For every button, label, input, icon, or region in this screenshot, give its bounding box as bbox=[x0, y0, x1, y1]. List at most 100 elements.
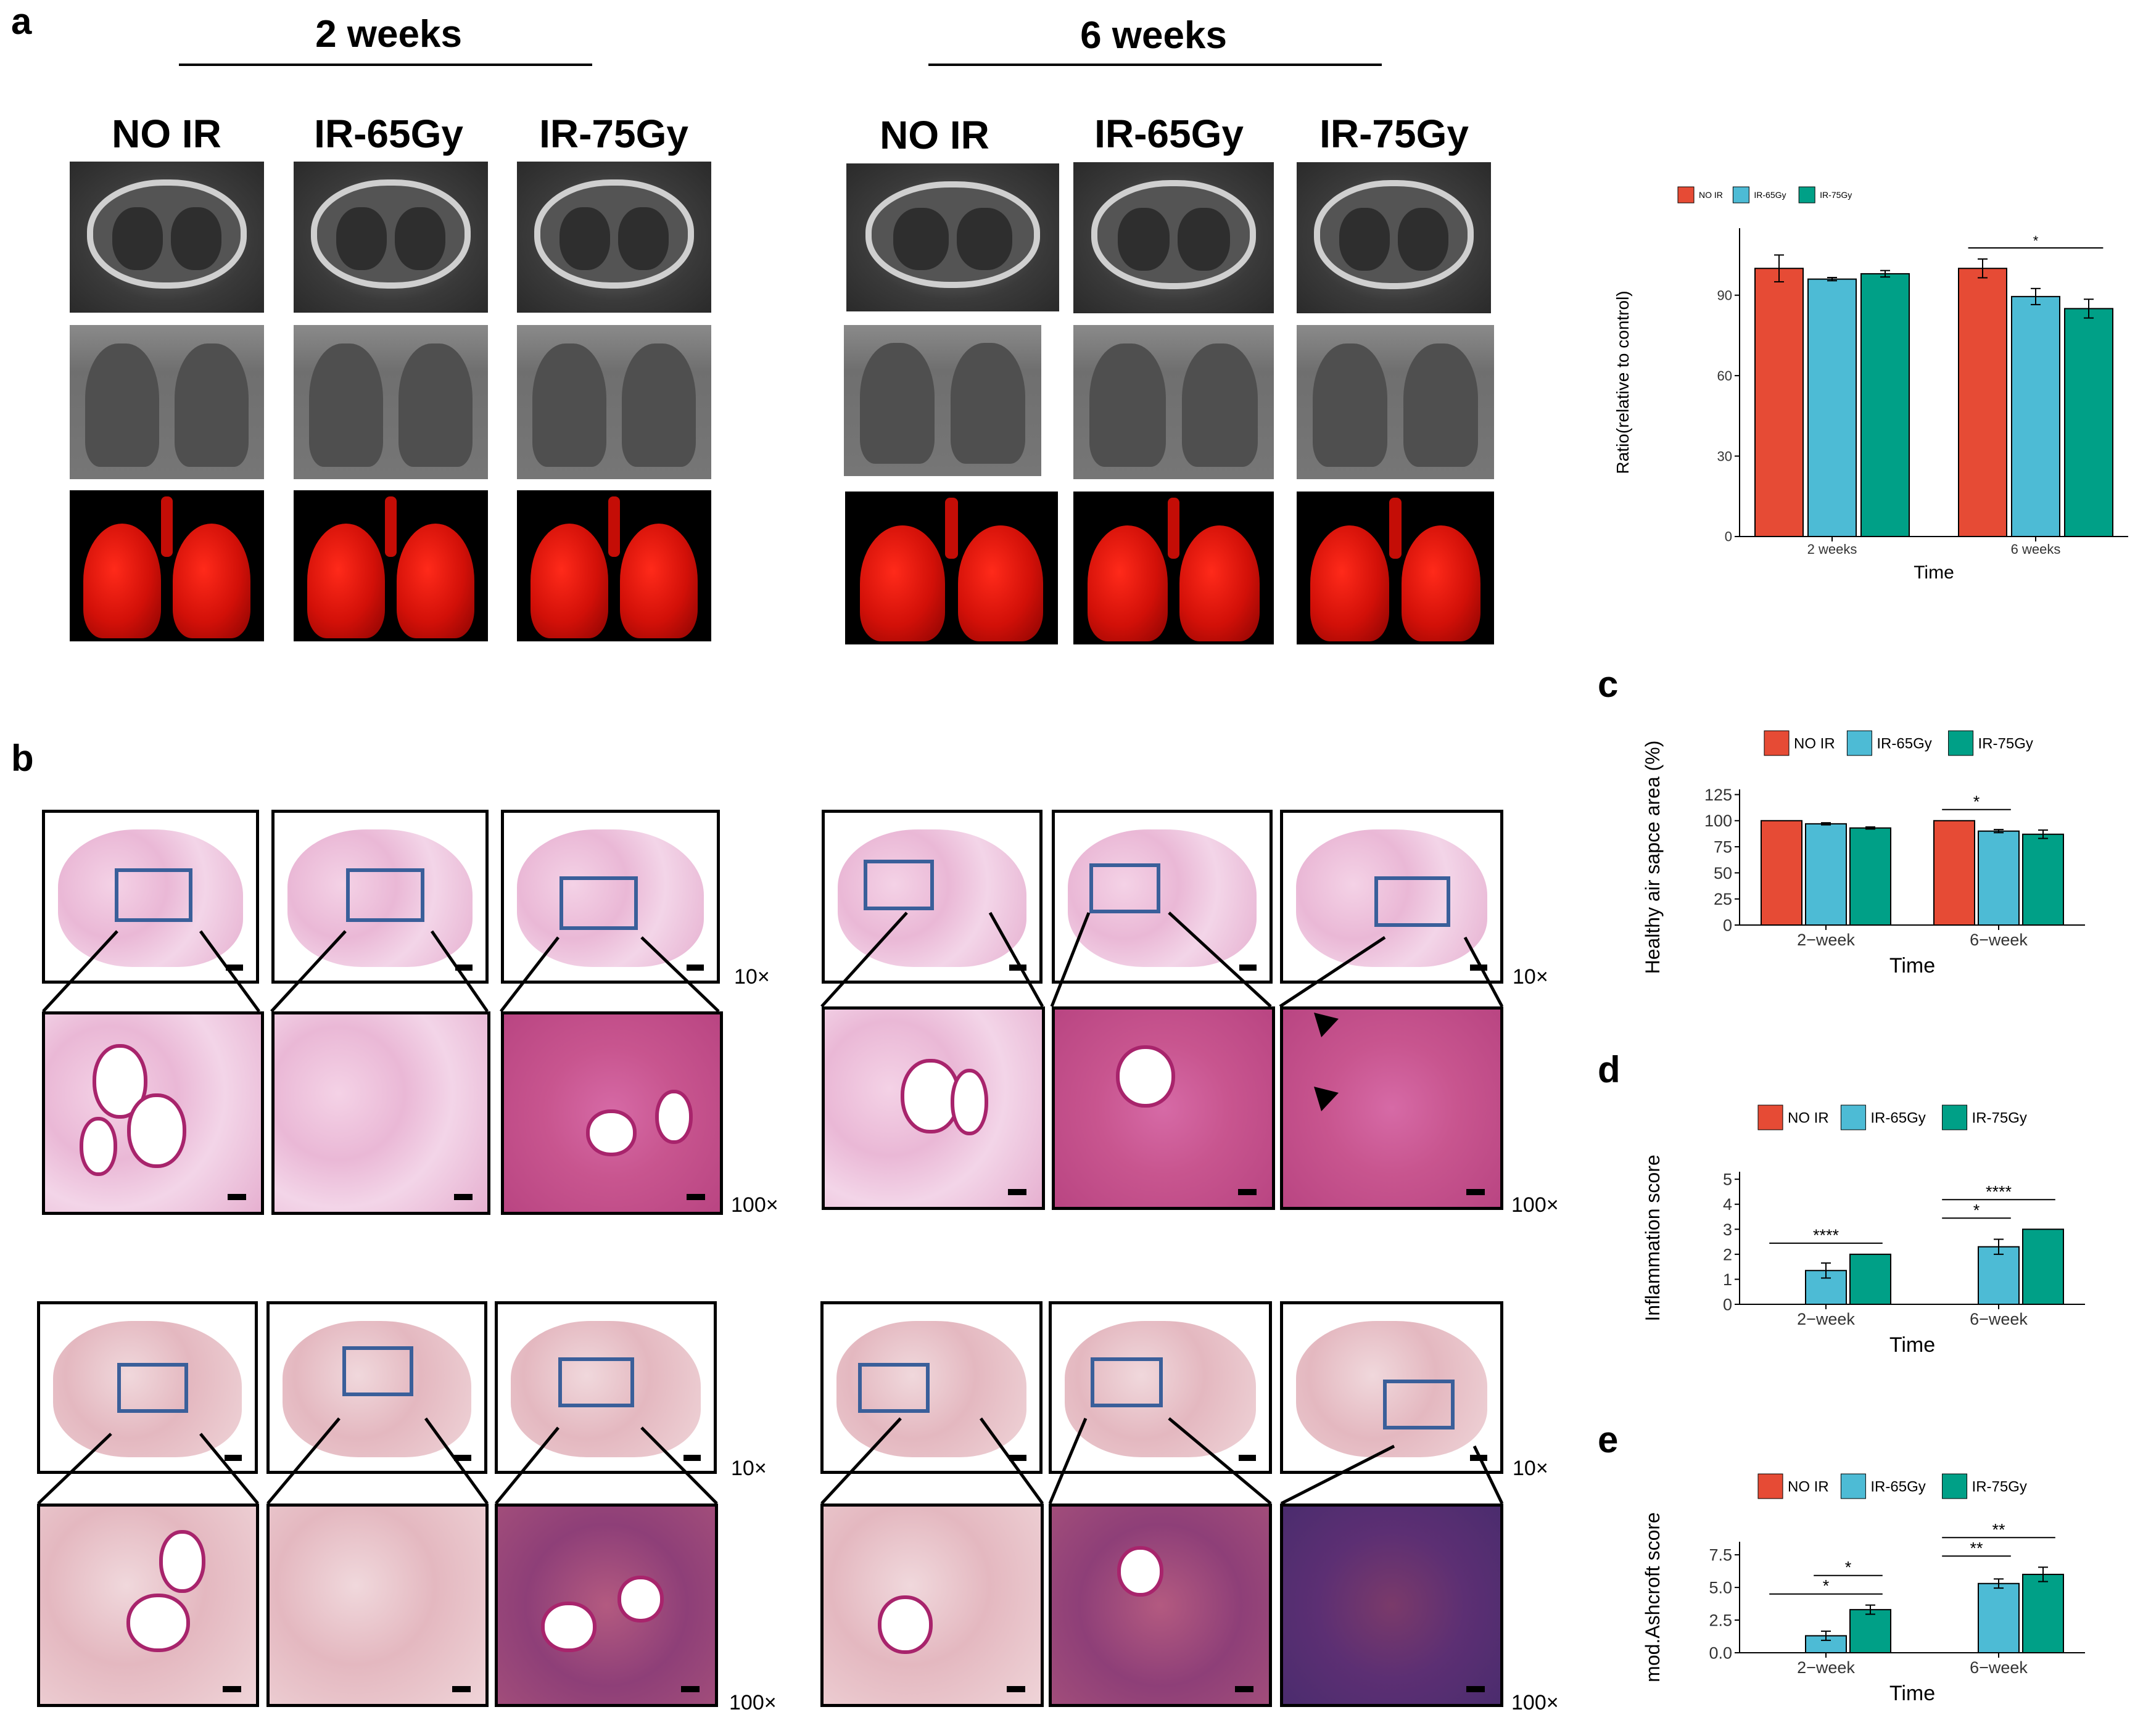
x-tick-label: 2 weeks bbox=[1807, 541, 1857, 557]
legend-label: IR-75Gy bbox=[1820, 190, 1852, 200]
panel-label-a: a bbox=[11, 1, 32, 42]
chart-e-ashcroft-score: NO IR IR-65Gy IR-75Gy0.02.55.07.52−week**6… bbox=[1641, 1473, 2085, 1705]
y-axis-title: mod.Ashcroft score bbox=[1641, 1512, 1664, 1682]
legend-swatch bbox=[1840, 1473, 1866, 1499]
zoom-connector bbox=[1280, 1444, 1395, 1505]
magnification-label-10x: 10× bbox=[734, 965, 770, 989]
magnification-label-10x: 10× bbox=[1513, 965, 1548, 989]
chart-d-inflammation-score: NO IR IR-65Gy IR-75Gy 0 1 2 3 4 5 2−week **** 6−wee… bbox=[1641, 1105, 2085, 1357]
timepoint-header-6-weeks: 6 weeks bbox=[1080, 14, 1227, 57]
bar bbox=[1978, 830, 2020, 926]
lung-3d-render bbox=[845, 492, 1058, 644]
histology-low-mag bbox=[822, 810, 1043, 984]
significance-label: ** bbox=[1970, 1539, 1983, 1557]
histology-low-mag bbox=[495, 1301, 717, 1474]
significance-label: * bbox=[1973, 1201, 1980, 1219]
x-tick-label: 2−week bbox=[1797, 1310, 1855, 1328]
y-tick-label: 0.0 bbox=[1709, 1643, 1732, 1662]
y-tick-label: 50 bbox=[1714, 864, 1732, 882]
zoom-connector bbox=[42, 930, 118, 1013]
x-axis-title: Time bbox=[1914, 562, 1954, 583]
panel-label-e: e bbox=[1598, 1419, 1619, 1460]
bar bbox=[1761, 820, 1802, 926]
bar bbox=[1754, 268, 1804, 538]
lung-3d-render bbox=[1073, 492, 1274, 644]
legend-label: IR-65Gy bbox=[1754, 190, 1786, 200]
y-tick-label: 1 bbox=[1723, 1270, 1732, 1289]
legend-swatch bbox=[1677, 186, 1695, 204]
arrowhead-markers bbox=[1314, 1013, 1339, 1111]
y-tick-label: 0 bbox=[1723, 1295, 1732, 1314]
bar bbox=[1849, 827, 1891, 926]
panel-label-b: b bbox=[11, 738, 34, 779]
zoom-connector bbox=[424, 1417, 489, 1505]
magnification-label-100x: 100× bbox=[1511, 1193, 1559, 1217]
histology-low-mag bbox=[820, 1301, 1043, 1474]
timepoint-header-2-weeks: 2 weeks bbox=[315, 13, 462, 56]
significance-label: * bbox=[1845, 1558, 1852, 1577]
legend-label: NO IR bbox=[1794, 735, 1835, 752]
histology-low-mag bbox=[1280, 1301, 1503, 1474]
histology-high-mag bbox=[501, 1011, 723, 1215]
legend-swatch bbox=[1764, 730, 1790, 756]
x-axis-title: Time bbox=[1889, 1682, 1935, 1705]
bar bbox=[2022, 833, 2064, 926]
bar bbox=[1807, 278, 1857, 537]
y-axis-title: Healthy air sapce area (%) bbox=[1641, 741, 1664, 974]
histology-high-mag bbox=[37, 1504, 259, 1707]
ct-axial-image bbox=[1073, 162, 1274, 313]
x-tick-label: 6−week bbox=[1970, 1658, 2028, 1677]
group-label-no-ir-6w: NO IR bbox=[880, 113, 989, 157]
ct-coronal-image bbox=[70, 325, 264, 479]
bar bbox=[1849, 1609, 1891, 1653]
zoom-connector bbox=[430, 930, 489, 1013]
ct-axial-image bbox=[517, 162, 711, 313]
group-label-ir65-6w: IR-65Gy bbox=[1094, 112, 1244, 156]
arrowhead-marker bbox=[1314, 1087, 1339, 1111]
x-axis-title: Time bbox=[1889, 954, 1935, 977]
histology-high-mag bbox=[820, 1504, 1044, 1707]
histology-low-mag bbox=[1280, 810, 1503, 984]
histology-high-mag bbox=[1049, 1504, 1272, 1707]
legend-label: NO IR bbox=[1788, 1109, 1829, 1126]
ct-coronal-image bbox=[294, 325, 488, 479]
y-tick-label: 60 bbox=[1717, 368, 1732, 384]
y-tick-label: 4 bbox=[1723, 1195, 1732, 1214]
histology-low-mag bbox=[1049, 1301, 1272, 1474]
y-tick-label: 3 bbox=[1723, 1220, 1732, 1239]
histology-low-mag bbox=[266, 1301, 487, 1474]
histology-high-mag bbox=[822, 1006, 1045, 1210]
significance-label: ** bbox=[1992, 1520, 2005, 1539]
magnification-label-10x: 10× bbox=[731, 1457, 767, 1480]
ct-axial-image bbox=[294, 162, 488, 313]
zoom-connector bbox=[1048, 1418, 1088, 1504]
histology-high-mag bbox=[1280, 1006, 1503, 1210]
histology-low-mag bbox=[37, 1301, 258, 1474]
zoom-connector bbox=[199, 1433, 259, 1505]
y-tick-label: 125 bbox=[1704, 786, 1732, 804]
histology-low-mag bbox=[42, 810, 259, 984]
y-tick-label: 5 bbox=[1723, 1170, 1732, 1189]
bar bbox=[1849, 1253, 1891, 1305]
significance-label: **** bbox=[1813, 1226, 1840, 1244]
x-tick-label: 6−week bbox=[1970, 931, 2028, 949]
lung-3d-render bbox=[294, 490, 488, 641]
y-axis-title: Inflammation score bbox=[1641, 1154, 1664, 1321]
bar bbox=[2011, 295, 2060, 537]
zoom-connector bbox=[1463, 936, 1504, 1008]
legend-swatch bbox=[1948, 730, 1974, 756]
bar bbox=[1805, 823, 1847, 926]
bar bbox=[2064, 308, 2113, 537]
y-tick-label: 0 bbox=[1723, 916, 1732, 934]
x-tick-label: 6−week bbox=[1970, 1310, 2028, 1328]
zoom-connector bbox=[266, 1417, 341, 1505]
lung-3d-render bbox=[70, 490, 264, 641]
lung-3d-render bbox=[1297, 492, 1494, 644]
y-tick-label: 5.0 bbox=[1709, 1579, 1732, 1597]
zoom-connector bbox=[979, 1417, 1044, 1505]
arrowhead-marker bbox=[1314, 1013, 1339, 1037]
legend-label: IR-65Gy bbox=[1870, 1109, 1925, 1126]
bar bbox=[1933, 820, 1975, 926]
zoom-connector bbox=[1279, 936, 1386, 1008]
